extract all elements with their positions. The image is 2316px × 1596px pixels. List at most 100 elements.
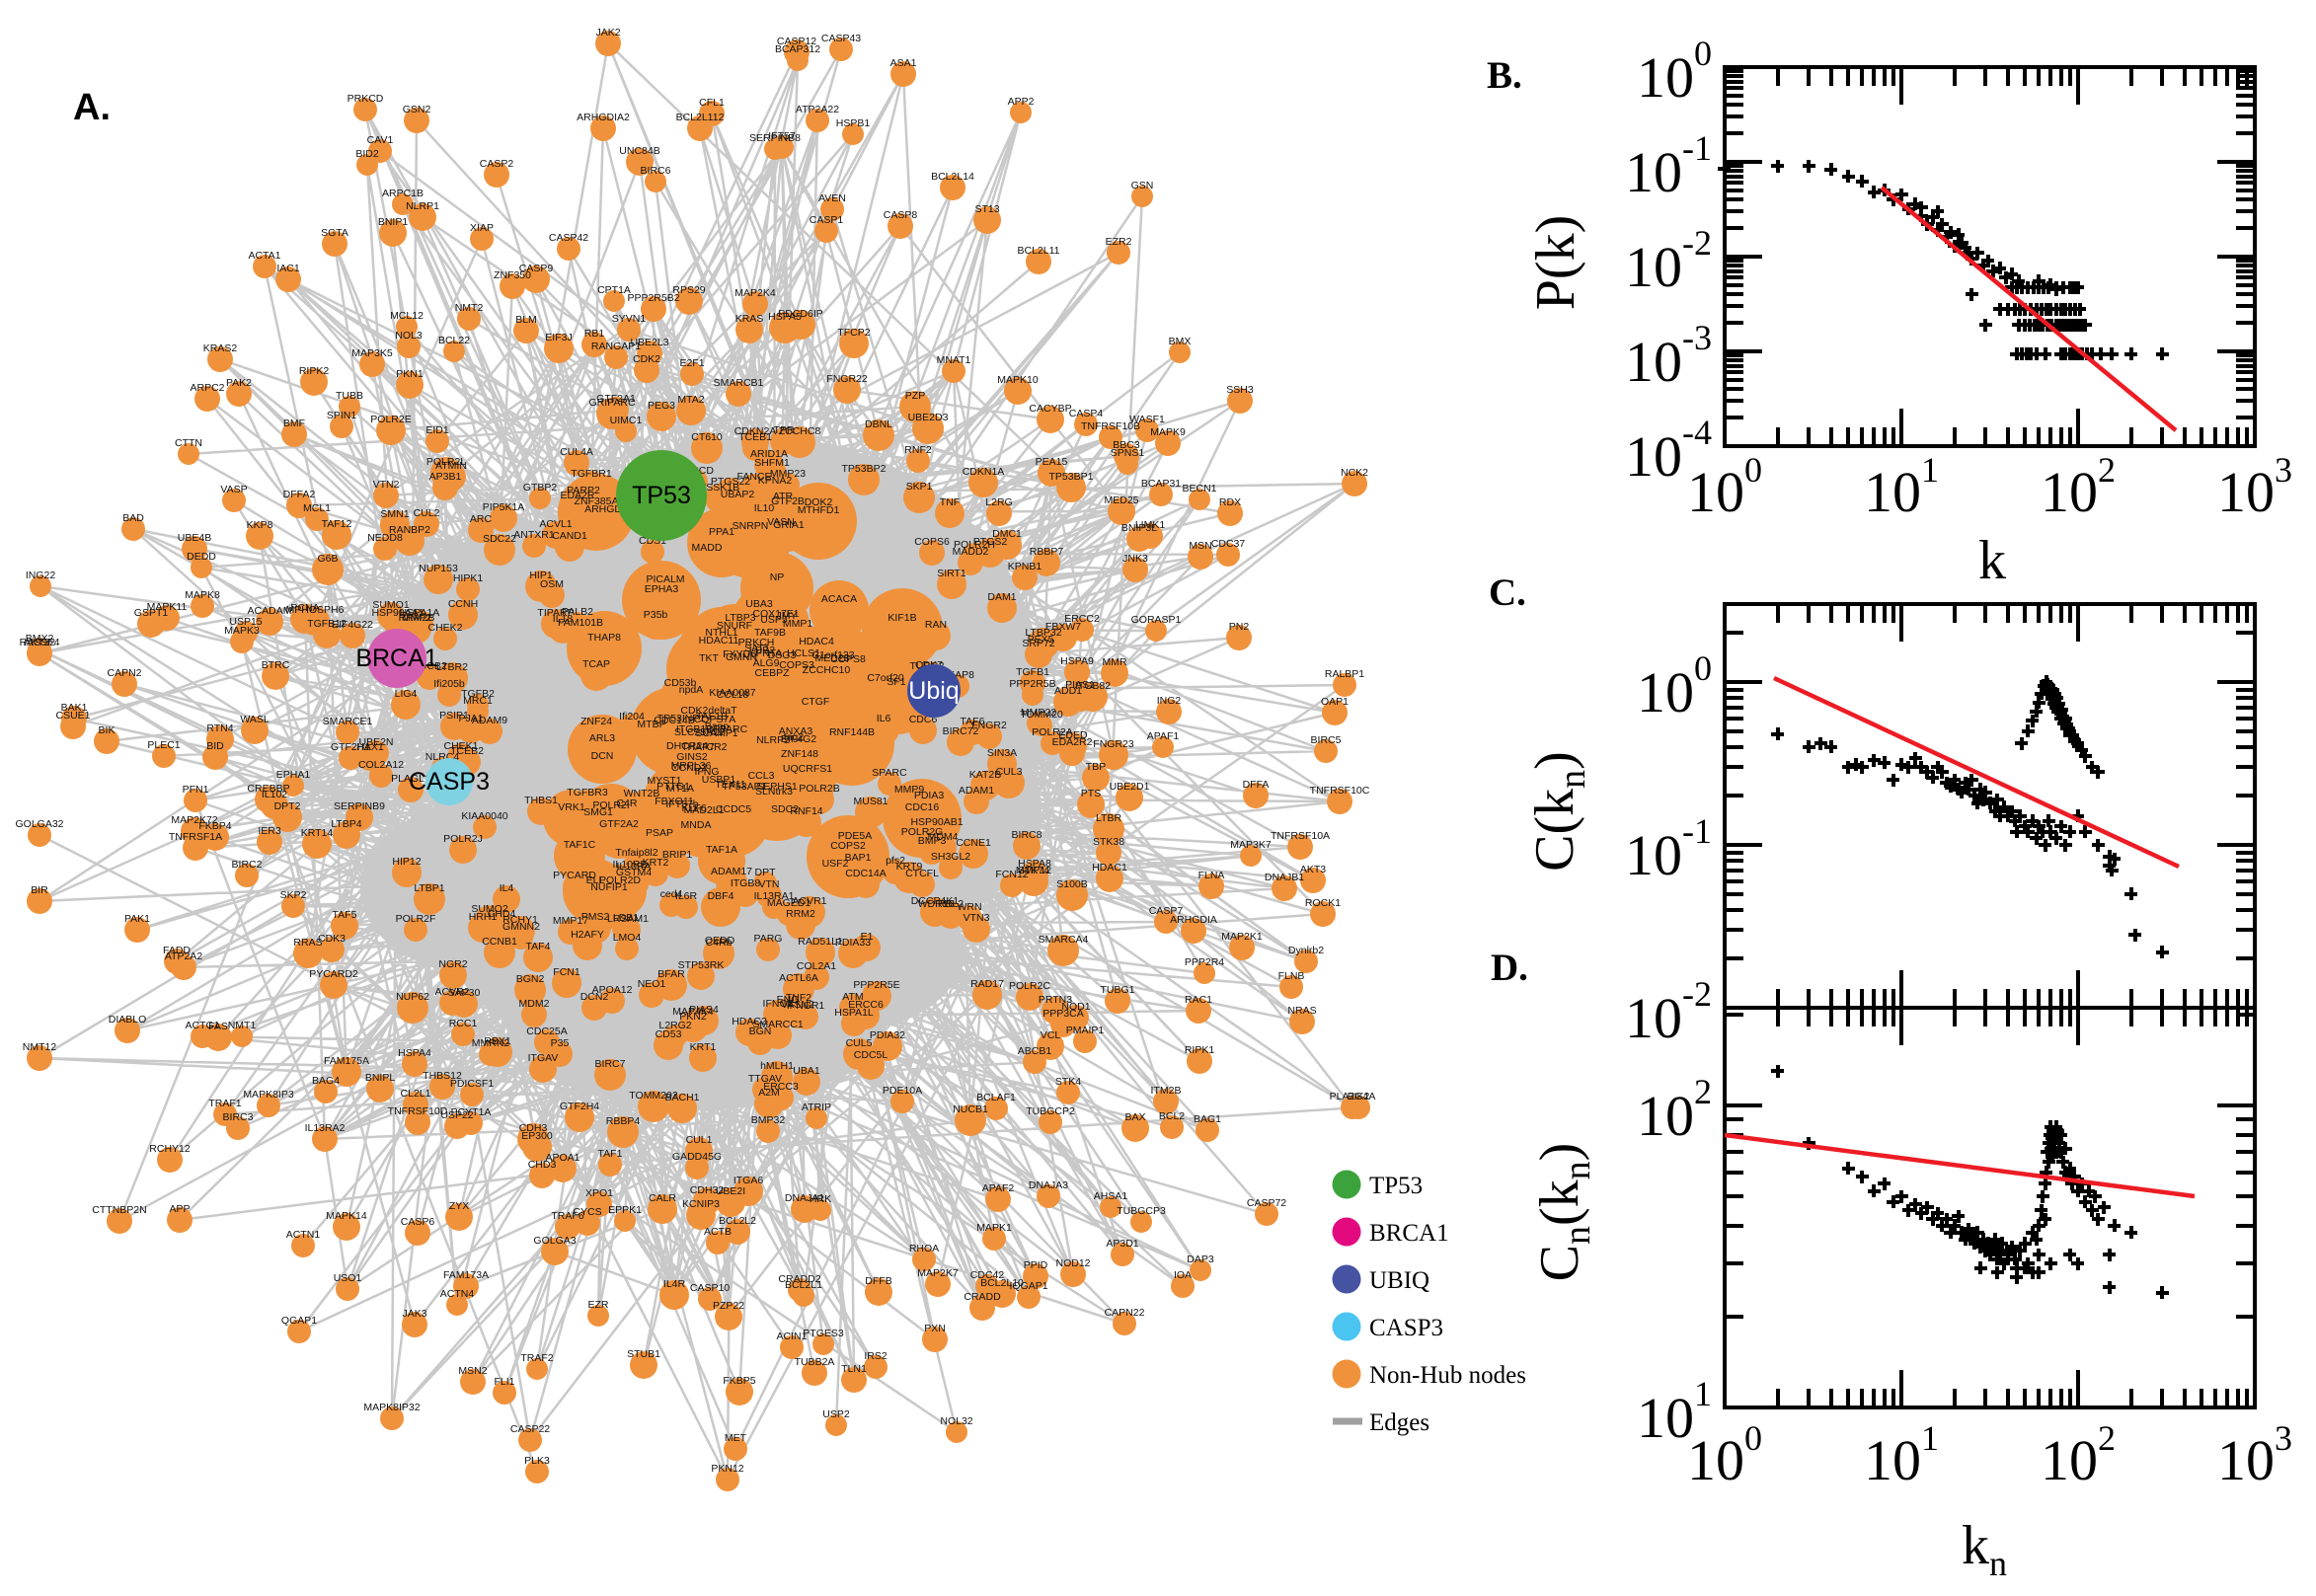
svg-text:HSP90AA1: HSP90AA1 [371,607,424,619]
svg-text:RNF2: RNF2 [904,444,932,456]
svg-text:PIAS4: PIAS4 [689,1004,719,1016]
svg-text:BIR: BIR [31,884,48,896]
svg-text:PCNA: PCNA [290,602,319,614]
svg-text:HCLS1: HCLS1 [787,647,820,659]
svg-text:CTTNBP2N: CTTNBP2N [92,1204,146,1216]
svg-text:PARC: PARC [720,723,748,735]
svg-text:TAF1: TAF1 [598,1148,623,1160]
svg-text:KRT1: KRT1 [690,1041,717,1053]
svg-text:JAK3: JAK3 [402,1308,426,1320]
svg-text:POLR2D: POLR2D [599,874,641,886]
svg-text:TKT: TKT [699,652,719,664]
svg-text:TPR: TPR [774,424,795,436]
svg-text:TUBGCP2: TUBGCP2 [1026,1105,1075,1117]
svg-text:GTBP2: GTBP2 [523,482,558,494]
svg-text:BCL2L10: BCL2L10 [980,1277,1024,1289]
svg-text:GTF2A2: GTF2A2 [599,818,639,830]
svg-text:MAPK8IP3: MAPK8IP3 [243,1089,294,1101]
svg-text:UNC84B: UNC84B [619,145,659,157]
svg-text:CRADD2: CRADD2 [778,1273,820,1285]
svg-text:Edges: Edges [1369,1409,1429,1436]
svg-text:BCL2L2: BCL2L2 [719,1215,756,1227]
svg-text:RBBP4: RBBP4 [606,1115,641,1127]
svg-text:AP3D1: AP3D1 [1106,1238,1138,1250]
svg-text:TAF4: TAF4 [526,941,551,952]
svg-text:CTCFL: CTCFL [905,868,939,879]
svg-text:L2RG2: L2RG2 [658,1020,691,1031]
svg-text:MED23: MED23 [814,652,849,664]
svg-text:MAP4K4: MAP4K4 [672,1006,714,1018]
svg-text:PPP3CA: PPP3CA [1042,1008,1083,1020]
svg-text:KLF6: KLF6 [681,802,706,814]
svg-text:TGFB12: TGFB12 [307,618,347,630]
svg-text:TRAF6: TRAF6 [551,1210,583,1222]
svg-text:DMC1: DMC1 [992,528,1022,540]
svg-text:TCEB2: TCEB2 [450,745,484,757]
svg-text:HIPK1: HIPK1 [453,572,484,584]
svg-text:GOLGA32: GOLGA32 [15,818,63,830]
svg-text:XIAP: XIAP [470,222,494,234]
svg-text:TFCP2: TFCP2 [837,327,870,339]
svg-text:JNK3: JNK3 [1122,553,1148,565]
svg-text:RIPK2: RIPK2 [299,365,330,377]
svg-text:KKP8: KKP8 [247,519,273,531]
svg-text:ZCCHC8: ZCCHC8 [779,425,821,437]
svg-text:RANBP2: RANBP2 [389,524,430,536]
svg-text:CUL5: CUL5 [846,1037,873,1049]
svg-text:PN2: PN2 [1229,621,1250,633]
svg-text:MUS81: MUS81 [853,796,888,807]
svg-text:FCN12: FCN12 [995,869,1028,880]
svg-text:PXN: PXN [924,1323,946,1334]
svg-text:RBBP7: RBBP7 [1030,546,1064,558]
svg-text:PYCARD2: PYCARD2 [309,968,358,980]
svg-text:BMP3: BMP3 [918,835,947,847]
svg-text:KIAA0087: KIAA0087 [709,687,755,699]
svg-text:TAF1B: TAF1B [696,711,728,722]
svg-text:CCNB1: CCNB1 [482,936,517,948]
svg-text:BIK2: BIK2 [1348,1091,1370,1102]
svg-text:BCAP31: BCAP31 [1141,478,1181,490]
svg-text:POLR2J: POLR2J [443,833,483,845]
svg-text:ACTA1: ACTA1 [248,250,280,262]
svg-text:CASP22: CASP22 [510,1423,550,1435]
svg-text:COPS8: COPS8 [830,653,866,665]
svg-text:Ifi205b: Ifi205b [433,678,465,690]
svg-text:SF1: SF1 [887,676,905,688]
svg-text:CDH32: CDH32 [690,1184,725,1196]
svg-text:TGFB1: TGFB1 [1016,666,1049,678]
svg-text:STK38: STK38 [1093,836,1124,848]
svg-text:MAP2K4: MAP2K4 [734,287,776,299]
svg-text:PEA15: PEA15 [1036,456,1068,468]
svg-text:PPID: PPID [1024,1259,1048,1271]
svg-text:RALBP1: RALBP1 [1325,668,1364,680]
svg-text:ITGA6: ITGA6 [733,1175,764,1186]
svg-text:WASF1: WASF1 [1129,414,1165,425]
svg-text:100: 100 [1687,450,1762,524]
svg-text:FNGR22: FNGR22 [826,373,868,385]
svg-text:CUL1: CUL1 [686,1134,713,1146]
svg-text:UBE2D3: UBE2D3 [908,412,949,423]
svg-text:NMT1: NMT1 [228,1020,257,1031]
svg-text:MAP2K1: MAP2K1 [1221,931,1263,943]
svg-text:DPT: DPT [755,867,777,878]
svg-text:KPNA2: KPNA2 [758,475,793,487]
svg-text:IL10: IL10 [754,502,775,514]
svg-text:DFFB: DFFB [865,1275,891,1287]
svg-text:RNF14: RNF14 [790,805,822,817]
svg-text:FCN1: FCN1 [553,966,580,978]
svg-text:UBA3: UBA3 [745,598,773,610]
svg-text:GADD45G: GADD45G [672,1151,722,1163]
svg-text:VTN3: VTN3 [964,912,990,924]
svg-text:TNF: TNF [940,496,960,508]
svg-text:PDE5A: PDE5A [838,830,872,842]
svg-text:IL18: IL18 [553,613,574,625]
svg-text:AKT3: AKT3 [1300,864,1326,875]
svg-text:GSTM4: GSTM4 [616,867,652,878]
svg-text:TNFRSF10B: TNFRSF10B [1081,420,1140,432]
svg-text:RRM2B: RRM2B [399,612,435,624]
svg-text:NUP153: NUP153 [419,563,458,574]
svg-text:TGFBR1: TGFBR1 [571,468,612,480]
svg-text:PFN1: PFN1 [183,784,209,796]
svg-text:BFAR: BFAR [657,968,685,980]
svg-text:DIABLO: DIABLO [109,1014,147,1026]
